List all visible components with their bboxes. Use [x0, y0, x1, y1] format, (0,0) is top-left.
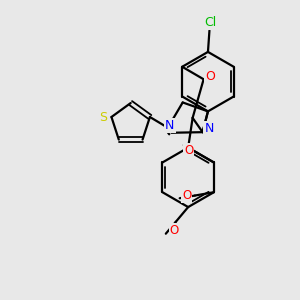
Text: S: S	[99, 111, 107, 124]
Text: N: N	[205, 122, 214, 135]
Text: O: O	[169, 224, 179, 237]
Text: N: N	[165, 119, 175, 132]
Text: O: O	[205, 70, 215, 83]
Text: O: O	[182, 189, 191, 202]
Text: Cl: Cl	[204, 16, 216, 29]
Text: O: O	[184, 144, 194, 157]
